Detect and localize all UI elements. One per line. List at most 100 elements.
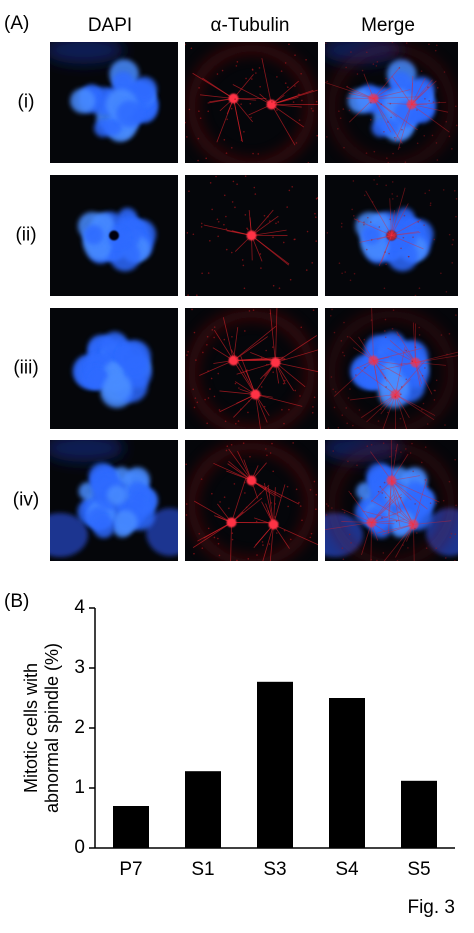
microtubule (275, 362, 318, 373)
speckle (371, 201, 374, 203)
chromatin (83, 224, 104, 245)
microtubule (383, 524, 414, 561)
microtubule (371, 519, 405, 523)
microtubule (271, 104, 296, 146)
speckle (245, 506, 248, 509)
speckle (382, 442, 385, 444)
speckle (333, 331, 336, 334)
speckle (236, 559, 238, 561)
x-tick-label: S4 (335, 859, 359, 880)
microtubule (391, 187, 406, 236)
speckle (369, 221, 372, 223)
microtubule (415, 362, 433, 395)
microtubule (271, 80, 299, 105)
chromatin (380, 373, 410, 403)
hole (109, 230, 119, 241)
microtubule (271, 89, 318, 105)
speckle (204, 398, 206, 401)
speckle (380, 103, 382, 105)
speckle (262, 544, 264, 546)
microtubule (380, 362, 416, 371)
microtubule (273, 487, 276, 525)
speckle (450, 532, 453, 535)
speckle (363, 223, 365, 226)
spindle-pole (368, 93, 379, 104)
speckle (283, 529, 286, 532)
speckle (297, 93, 300, 96)
speckle (370, 239, 373, 241)
speckle (300, 326, 303, 329)
speckle (312, 110, 314, 112)
speckle (315, 493, 318, 496)
microtubule (251, 209, 274, 236)
speckle (446, 353, 448, 356)
speckle (267, 215, 269, 218)
speckle (325, 503, 328, 505)
speckle (295, 488, 298, 491)
speckle (384, 251, 386, 253)
speckle (377, 420, 380, 422)
speckle (280, 70, 283, 72)
speckle (284, 62, 287, 64)
speckle (197, 159, 199, 162)
speckle (325, 42, 327, 44)
speckle (416, 142, 419, 145)
speckle (309, 488, 312, 491)
speckle (193, 552, 195, 555)
speckle (312, 406, 314, 408)
speckle (455, 215, 457, 218)
speckle (366, 445, 369, 448)
speckle (294, 85, 296, 87)
speckle (191, 308, 193, 311)
microtubule (391, 480, 428, 510)
speckle (307, 161, 310, 163)
speckle (346, 422, 348, 425)
microtubule (382, 524, 414, 535)
chromatin (384, 485, 404, 505)
microtubule (213, 329, 234, 361)
chromatin (106, 485, 127, 505)
speckle (207, 370, 209, 372)
microtubule (275, 308, 278, 363)
speckle (236, 183, 238, 186)
speckle (361, 69, 364, 72)
speckle (440, 272, 442, 275)
speckle (234, 382, 237, 385)
speckle (327, 427, 330, 429)
speckle (243, 481, 246, 484)
speckle (350, 542, 352, 544)
speckle (236, 61, 239, 63)
microtubule (366, 394, 396, 423)
speckle (210, 377, 213, 380)
speckle (221, 69, 224, 72)
speckle (435, 44, 438, 47)
speckle (266, 454, 268, 457)
microtubule (348, 490, 372, 523)
microtubule (361, 522, 372, 556)
microtubule (275, 335, 317, 363)
speckle (411, 442, 413, 445)
speckle (255, 520, 258, 523)
bar (401, 780, 437, 848)
speckle (389, 455, 391, 458)
microtubule (413, 520, 452, 525)
microtubule (395, 394, 436, 416)
speckle (226, 118, 228, 121)
speckle (207, 272, 210, 274)
microtubule (199, 360, 234, 376)
speckle (379, 485, 382, 488)
micrograph (50, 440, 178, 561)
speckle (337, 127, 339, 130)
speckle (384, 318, 387, 321)
microtubule (349, 98, 374, 123)
y-axis-label: abnormal spindle (%) (42, 643, 62, 813)
speckle (425, 547, 428, 549)
microtubule (255, 394, 261, 429)
speckle (185, 43, 186, 46)
speckle (211, 492, 213, 495)
microtubule (413, 478, 428, 525)
microtubule (395, 346, 406, 395)
microtubule (415, 355, 458, 363)
speckle (422, 402, 425, 405)
speckle (293, 238, 296, 241)
